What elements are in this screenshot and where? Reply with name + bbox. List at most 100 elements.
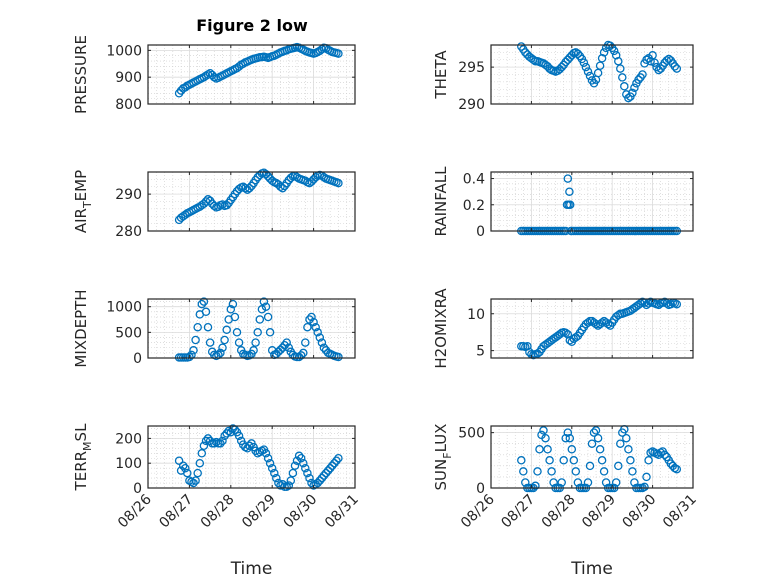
data-point	[265, 328, 275, 337]
data-point	[181, 463, 190, 473]
data-point	[616, 439, 625, 448]
data-point	[533, 467, 542, 476]
data-point	[249, 346, 258, 355]
data-point	[191, 476, 200, 485]
data-point	[539, 426, 548, 435]
data-point	[261, 302, 271, 311]
data-point	[599, 48, 609, 57]
data-point	[620, 82, 629, 91]
data-point	[174, 456, 184, 465]
y-axis-label: PRESSURE	[72, 35, 90, 114]
data-point	[618, 73, 627, 82]
data-point	[565, 187, 574, 196]
data-point	[583, 478, 593, 487]
data-point	[189, 478, 198, 488]
data-point	[611, 478, 621, 487]
y-tick-label: 0	[476, 224, 485, 240]
data-point	[218, 436, 227, 446]
data-point	[611, 51, 621, 60]
data-point	[199, 297, 209, 306]
data-point	[274, 478, 283, 488]
y-tick-label: 0	[133, 481, 142, 497]
data-point	[245, 351, 254, 360]
data-point	[672, 464, 682, 474]
y-tick-label: 800	[115, 97, 142, 113]
data-point	[253, 328, 262, 337]
data-point	[591, 319, 601, 329]
data-point	[303, 322, 312, 332]
data-point	[543, 445, 552, 454]
data-point	[278, 343, 287, 352]
data-point	[284, 343, 294, 352]
data-point	[595, 445, 605, 454]
data-point	[603, 319, 613, 329]
data-point	[203, 434, 213, 443]
y-tick-label: 200	[115, 431, 142, 447]
data-point	[216, 439, 225, 448]
data-point	[245, 183, 254, 193]
data-point	[218, 200, 227, 209]
data-point	[317, 473, 327, 483]
data-point	[622, 433, 631, 443]
data-point	[251, 446, 260, 456]
data-point	[630, 83, 639, 93]
data-point	[228, 299, 238, 309]
axes-box	[490, 171, 694, 232]
data-point	[644, 456, 653, 465]
data-point	[563, 330, 573, 339]
data-point	[193, 468, 202, 478]
data-point	[609, 46, 619, 56]
data-point	[672, 299, 682, 309]
data-point	[183, 468, 192, 478]
data-point	[226, 305, 236, 314]
data-point	[583, 67, 593, 76]
data-point	[557, 478, 566, 487]
axes-box	[490, 44, 694, 105]
data-point	[286, 173, 296, 183]
data-point	[597, 54, 607, 63]
data-point	[614, 461, 623, 471]
data-point	[214, 202, 223, 211]
data-point	[319, 471, 329, 480]
data-point	[614, 56, 623, 66]
data-point	[209, 72, 219, 82]
data-point	[634, 75, 643, 84]
data-point	[579, 58, 589, 67]
data-point	[535, 445, 544, 454]
y-axis-label: H2OMIXRA	[432, 288, 450, 369]
y-tick-label: 0	[133, 351, 142, 367]
data-point	[263, 312, 273, 322]
data-point	[587, 439, 597, 448]
data-point	[638, 70, 647, 79]
axes-box	[147, 171, 356, 232]
data-point	[193, 322, 202, 332]
y-axis-label: RAINFALL	[432, 166, 450, 237]
data-point	[561, 433, 570, 443]
data-point	[541, 433, 550, 443]
data-point	[563, 174, 573, 183]
data-point	[245, 441, 254, 451]
data-point	[317, 338, 327, 347]
data-point	[294, 451, 304, 461]
data-point	[549, 478, 558, 487]
data-point	[330, 458, 339, 468]
data-point	[307, 478, 316, 488]
data-point	[315, 476, 325, 485]
data-point	[234, 338, 244, 347]
data-point	[565, 433, 575, 443]
subplot-2: 290 295 THETA	[432, 40, 694, 113]
data-point	[624, 445, 633, 454]
data-point	[216, 348, 225, 358]
axes-box	[147, 298, 356, 359]
data-point	[517, 456, 526, 465]
data-point	[267, 176, 277, 186]
subplot-1: 800 900 1000 PRESSURE	[72, 35, 356, 114]
data-point	[334, 352, 343, 362]
y-tick-label: 290	[115, 187, 142, 203]
data-point	[288, 468, 298, 478]
data-point	[301, 176, 310, 186]
y-tick-label: 0	[476, 481, 485, 497]
data-point	[319, 343, 329, 352]
data-point	[238, 182, 248, 192]
